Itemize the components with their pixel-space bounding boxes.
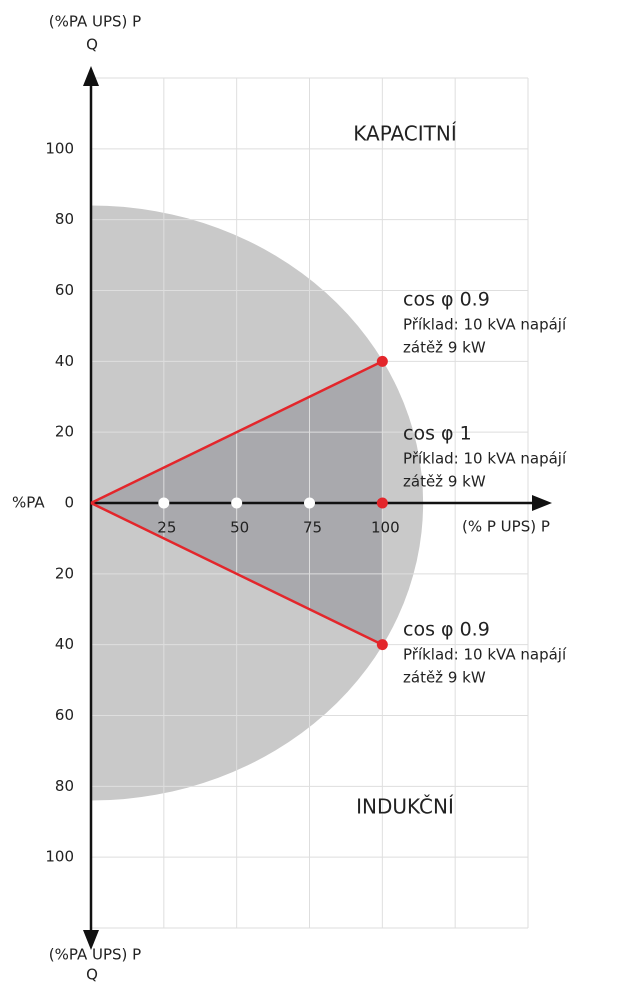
y-tick-label: 60 xyxy=(55,281,74,299)
arrow-down xyxy=(83,930,99,950)
annotation-title: cos φ 1 xyxy=(403,423,472,445)
annotation-text: zátěž 9 kW xyxy=(403,339,486,357)
y-tick-label: 80 xyxy=(55,777,74,795)
y-tick-label: 20 xyxy=(55,423,74,441)
x-tick-label: 75 xyxy=(303,519,322,537)
annotation-text: Příklad: 10 kVA napájí xyxy=(403,316,567,334)
y-tick-label: 100 xyxy=(45,139,74,157)
zone-label: INDUKČNÍ xyxy=(356,795,454,819)
point xyxy=(231,497,243,509)
annotation-text: zátěž 9 kW xyxy=(403,669,486,687)
point xyxy=(376,497,388,509)
origin-label: %PA xyxy=(12,494,45,512)
arrow-up xyxy=(83,66,99,86)
annotation-title: cos φ 0.9 xyxy=(403,289,490,311)
point xyxy=(304,497,315,509)
cos-phi-line xyxy=(90,501,383,646)
x-tick-label: 100 xyxy=(371,519,400,537)
point xyxy=(158,497,170,509)
arrow-right xyxy=(532,495,552,511)
x-tick-label: 50 xyxy=(230,519,249,537)
x-axis-label: (% P UPS) P xyxy=(462,518,550,536)
cos-phi-line xyxy=(90,360,383,505)
annotation-text: zátěž 9 kW xyxy=(403,473,486,491)
y-tick-label: 40 xyxy=(55,635,74,653)
point xyxy=(376,355,388,367)
axis-top-label: (%PA UPS) P xyxy=(49,13,141,31)
axis-top-label: Q xyxy=(86,36,98,54)
y-tick-label: 0 xyxy=(64,494,74,512)
point xyxy=(376,639,388,651)
annotation-text: Příklad: 10 kVA napájí xyxy=(403,646,567,664)
x-tick-label: 25 xyxy=(157,519,176,537)
zone-label: KAPACITNÍ xyxy=(353,122,457,146)
axis-bottom-label: Q xyxy=(86,966,98,983)
y-tick-label: 80 xyxy=(55,210,74,228)
axis-bottom-label: (%PA UPS) P xyxy=(49,946,141,964)
annotation-title: cos φ 0.9 xyxy=(403,619,490,641)
annotation-text: Příklad: 10 kVA napájí xyxy=(403,450,567,468)
y-tick-label: 60 xyxy=(55,706,74,724)
y-tick-label: 100 xyxy=(45,848,74,866)
y-tick-label: 20 xyxy=(55,564,74,582)
y-tick-label: 40 xyxy=(55,352,74,370)
